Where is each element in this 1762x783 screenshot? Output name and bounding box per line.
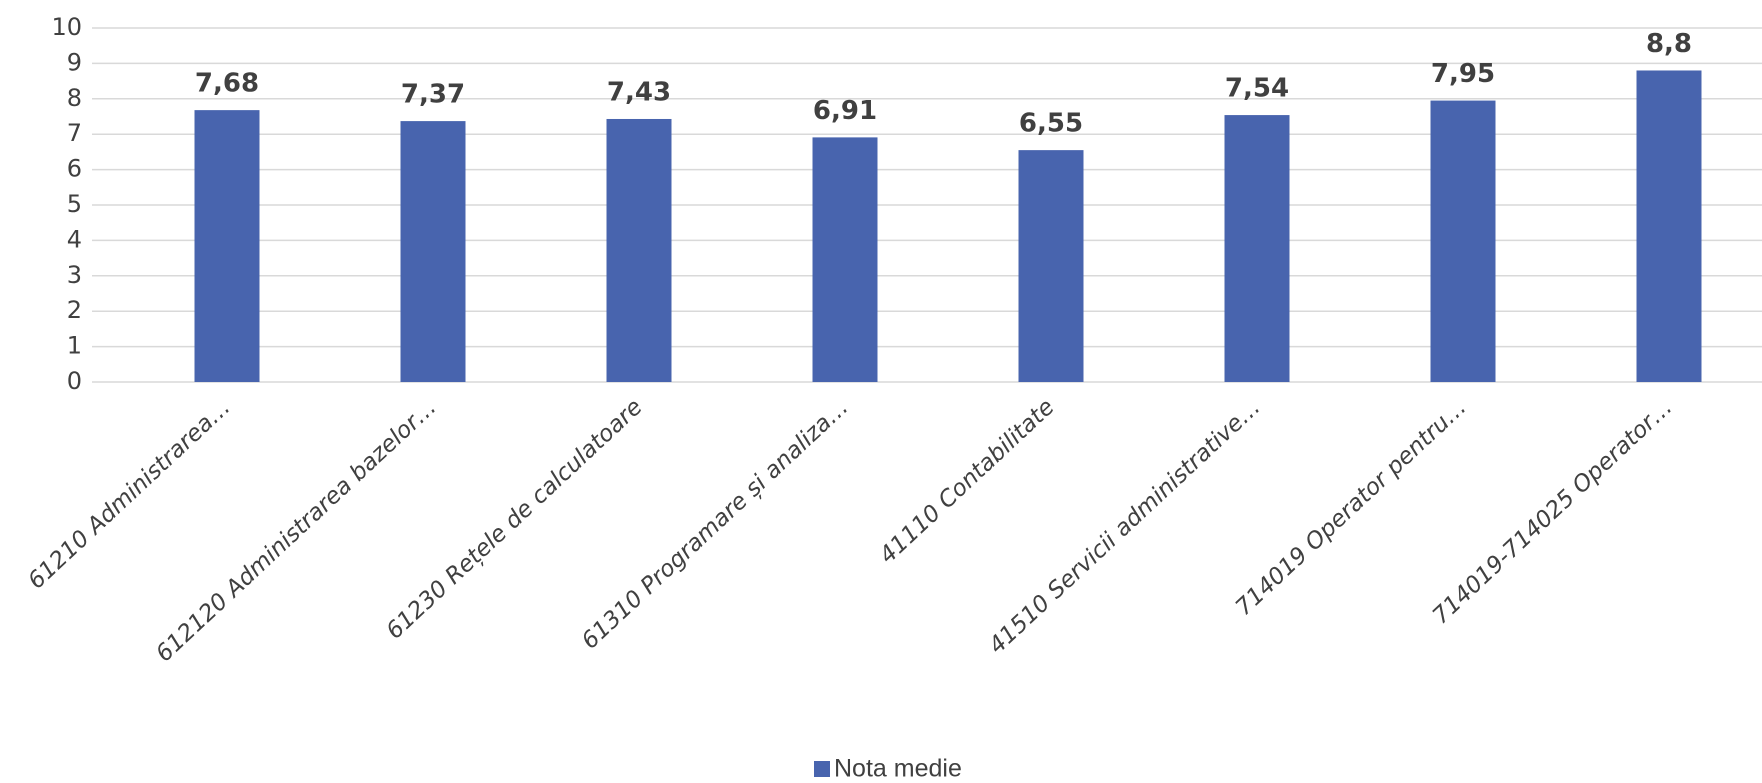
data-label: 6,91 <box>813 96 877 126</box>
x-tick-label: 41110 Contabilitate <box>875 394 1060 569</box>
y-tick-label: 10 <box>51 13 82 41</box>
x-tick-label: 714019 Operator pentru… <box>1231 394 1472 621</box>
bar <box>1636 70 1702 382</box>
data-label: 7,37 <box>401 80 465 110</box>
y-tick-label: 5 <box>67 190 82 218</box>
bar <box>1430 100 1496 382</box>
bar <box>812 137 878 382</box>
bar <box>400 121 466 383</box>
legend-label: Nota medie <box>834 755 962 783</box>
y-tick-label: 0 <box>67 367 82 395</box>
y-tick-label: 3 <box>67 261 82 289</box>
data-label: 7,43 <box>607 77 671 107</box>
data-label: 8,8 <box>1646 29 1692 59</box>
legend-swatch <box>814 761 830 777</box>
bar <box>606 118 672 382</box>
x-tick-label: 714019-714025 Operator… <box>1428 394 1678 629</box>
y-tick-label: 7 <box>67 119 82 147</box>
data-label: 7,68 <box>195 69 259 99</box>
y-tick-label: 1 <box>67 332 82 360</box>
x-tick-label: 61210 Administrarea… <box>23 394 235 594</box>
bar <box>194 110 260 383</box>
data-label: 7,95 <box>1431 59 1495 89</box>
y-tick-label: 2 <box>67 296 82 324</box>
y-tick-label: 6 <box>67 155 82 183</box>
bar <box>1224 115 1290 383</box>
data-label: 7,54 <box>1225 74 1289 104</box>
bar <box>1018 150 1084 382</box>
data-label: 6,55 <box>1019 109 1083 139</box>
y-tick-label: 9 <box>67 48 82 76</box>
y-tick-label: 4 <box>67 225 82 253</box>
y-tick-label: 8 <box>67 84 82 112</box>
